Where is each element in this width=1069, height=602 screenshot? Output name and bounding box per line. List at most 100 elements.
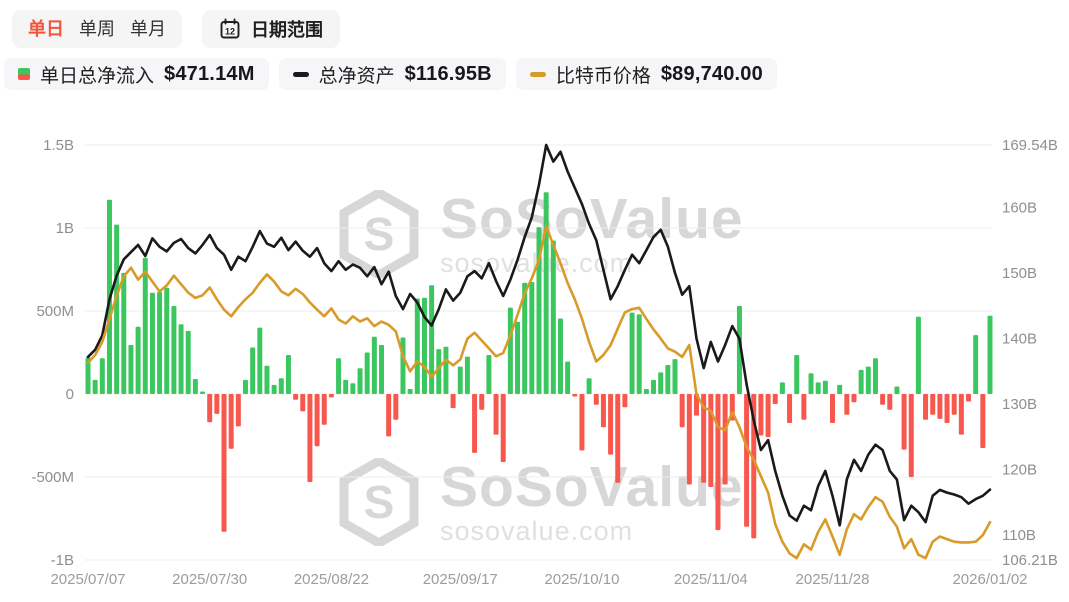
flow-bar[interactable]	[507, 307, 513, 394]
flow-bar[interactable]	[887, 394, 893, 410]
flow-bar[interactable]	[379, 345, 385, 394]
flow-bar[interactable]	[908, 394, 914, 477]
flow-bar[interactable]	[837, 384, 843, 394]
flow-bar[interactable]	[436, 349, 442, 394]
flow-bar[interactable]	[629, 312, 635, 394]
flow-bar[interactable]	[457, 366, 463, 394]
legend-item-btc-price[interactable]: 比特币价格 $89,740.00	[515, 58, 777, 90]
flow-bar[interactable]	[164, 287, 170, 394]
flow-bar[interactable]	[472, 394, 478, 453]
flow-bar[interactable]	[865, 366, 871, 394]
flow-bar[interactable]	[801, 394, 807, 420]
flow-bar[interactable]	[958, 394, 964, 435]
flow-bar[interactable]	[235, 394, 241, 427]
flow-bar[interactable]	[858, 369, 864, 394]
flow-bar[interactable]	[300, 394, 306, 412]
flow-bar[interactable]	[522, 282, 528, 394]
flow-bar[interactable]	[600, 394, 606, 428]
flow-bar[interactable]	[557, 318, 563, 394]
flow-bar[interactable]	[515, 321, 521, 394]
flow-bar[interactable]	[701, 394, 707, 483]
flow-bar[interactable]	[443, 346, 449, 394]
flow-bar[interactable]	[543, 192, 549, 394]
legend-item-daily-net-inflow[interactable]: 单日总净流入 $471.14M	[4, 58, 269, 90]
flow-bar[interactable]	[794, 354, 800, 394]
flow-bar[interactable]	[715, 394, 721, 531]
flow-bar[interactable]	[285, 354, 291, 394]
flow-bar[interactable]	[257, 327, 263, 394]
flow-bar[interactable]	[85, 357, 91, 394]
flow-bar[interactable]	[121, 272, 127, 394]
flow-bar[interactable]	[980, 394, 986, 448]
flow-bar[interactable]	[608, 394, 614, 455]
flow-bar[interactable]	[758, 394, 764, 436]
flow-bar[interactable]	[386, 394, 392, 437]
flow-bar[interactable]	[271, 384, 277, 394]
flow-bar[interactable]	[350, 383, 356, 394]
flow-bar[interactable]	[464, 356, 470, 394]
flow-bar[interactable]	[393, 394, 399, 420]
flow-bar[interactable]	[830, 394, 836, 424]
flow-bar[interactable]	[414, 298, 420, 394]
flow-bar[interactable]	[149, 292, 155, 394]
flow-bar[interactable]	[407, 389, 413, 394]
flow-bar[interactable]	[579, 394, 585, 451]
flow-bar[interactable]	[672, 359, 678, 394]
date-range-button[interactable]: 12 日期范围	[202, 10, 340, 48]
flow-bar[interactable]	[765, 394, 771, 438]
flow-bar[interactable]	[572, 394, 578, 397]
flow-bar[interactable]	[615, 394, 621, 483]
flow-bar[interactable]	[228, 394, 234, 449]
flow-bar[interactable]	[343, 379, 349, 394]
flow-bar[interactable]	[787, 394, 793, 424]
flow-bar[interactable]	[364, 352, 370, 395]
tab-weekly[interactable]: 单周	[79, 10, 115, 48]
flow-bar[interactable]	[171, 306, 177, 394]
flow-bar[interactable]	[844, 394, 850, 415]
flow-bar[interactable]	[693, 394, 699, 416]
flow-bar[interactable]	[336, 358, 342, 394]
flow-bar[interactable]	[651, 379, 657, 394]
flow-bar[interactable]	[242, 379, 248, 394]
flow-bar[interactable]	[894, 386, 900, 394]
flow-bar[interactable]	[200, 391, 206, 394]
flow-bar[interactable]	[371, 336, 377, 394]
flow-bar[interactable]	[686, 394, 692, 485]
flow-bar[interactable]	[643, 389, 649, 394]
flow-bar[interactable]	[736, 306, 742, 394]
flow-bar[interactable]	[550, 240, 556, 394]
flow-bar[interactable]	[565, 361, 571, 394]
flow-bar[interactable]	[923, 394, 929, 420]
flow-bar[interactable]	[973, 335, 979, 394]
flow-bar[interactable]	[500, 394, 506, 463]
flow-bar[interactable]	[679, 394, 685, 428]
flow-bar[interactable]	[930, 394, 936, 415]
flow-bar[interactable]	[722, 394, 728, 485]
flow-bar[interactable]	[636, 314, 642, 394]
tab-daily[interactable]: 单日	[28, 10, 64, 48]
flow-bar[interactable]	[250, 347, 256, 394]
flow-bar[interactable]	[915, 316, 921, 394]
flow-bar[interactable]	[264, 365, 270, 394]
flow-bar[interactable]	[937, 394, 943, 419]
flow-bar[interactable]	[966, 394, 972, 402]
flow-bar[interactable]	[114, 224, 120, 394]
flow-bar[interactable]	[658, 372, 664, 394]
flow-bar[interactable]	[593, 394, 599, 405]
flow-bar[interactable]	[321, 394, 327, 425]
flow-bar[interactable]	[314, 394, 320, 447]
flow-bar[interactable]	[207, 394, 213, 423]
legend-item-total-net-assets[interactable]: 总净资产 $116.95B	[278, 58, 506, 90]
flow-bar[interactable]	[278, 378, 284, 394]
flow-bar[interactable]	[357, 368, 363, 394]
flow-bar[interactable]	[450, 394, 456, 409]
flow-bar[interactable]	[99, 358, 105, 394]
flow-bar[interactable]	[872, 358, 878, 394]
flow-bar[interactable]	[135, 326, 141, 394]
flow-bar[interactable]	[944, 394, 950, 424]
flow-bar[interactable]	[665, 364, 671, 394]
flow-bar[interactable]	[221, 394, 227, 532]
flow-bar[interactable]	[779, 382, 785, 394]
flow-bar[interactable]	[429, 285, 435, 394]
